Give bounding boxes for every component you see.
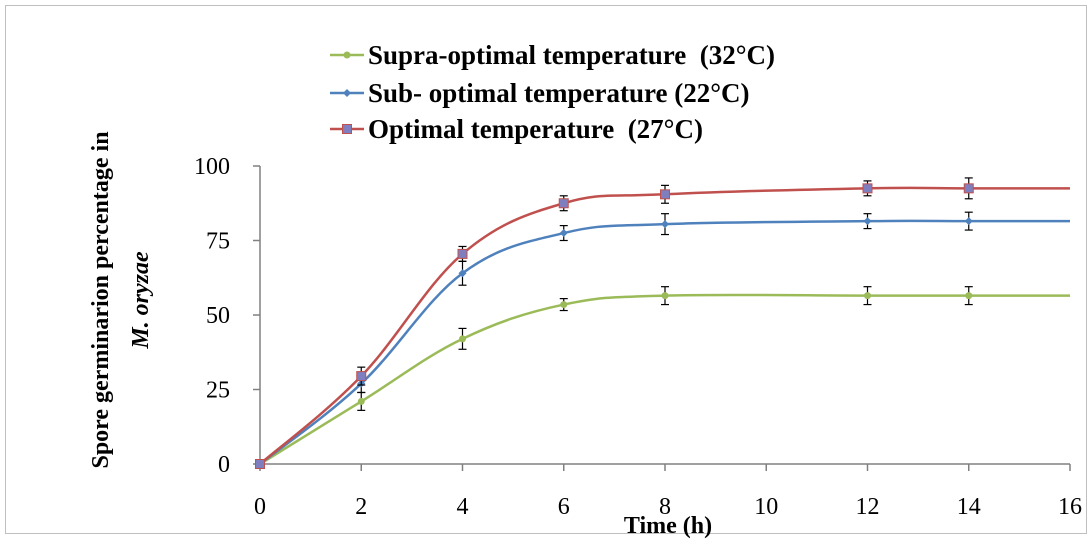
series-3 — [255, 177, 1070, 469]
x-tick-label: 8 — [659, 494, 671, 520]
x-tick-label: 4 — [457, 494, 469, 520]
data-point — [560, 301, 568, 309]
y-tick-label: 75 — [206, 229, 230, 255]
chart-frame — [5, 5, 1087, 534]
data-point — [356, 371, 367, 382]
x-tick-label: 10 — [754, 494, 778, 520]
y-tick-label: 25 — [206, 378, 230, 404]
legend-item-1: Supra-optimal temperature (32°C) — [330, 40, 775, 70]
legend: Supra-optimal temperature (32°C) Sub- opt… — [330, 40, 775, 144]
y-axis-title: Spore germinarion percentage in M. oryza… — [88, 131, 154, 468]
y-axis-title-line1: Spore germinarion percentage in — [88, 131, 114, 468]
y-tick-label: 100 — [194, 154, 230, 180]
axes — [259, 166, 1070, 465]
legend-label: Supra-optimal temperature (32°C) — [368, 40, 775, 70]
legend-label: Sub- optimal temperature (22°C) — [368, 78, 750, 108]
data-point — [965, 292, 973, 300]
x-tick-label: 2 — [355, 494, 367, 520]
legend-item-3: Optimal temperature (27°C) — [330, 114, 703, 144]
x-tick-label: 12 — [856, 494, 880, 520]
series-layer — [255, 177, 1070, 469]
series-1 — [256, 286, 1070, 468]
y-tick-label: 0 — [218, 452, 230, 478]
data-point — [558, 198, 569, 209]
data-point — [864, 292, 871, 300]
y-tick-label: 50 — [206, 303, 230, 329]
data-point — [457, 248, 468, 259]
data-point — [458, 269, 467, 278]
data-point — [559, 229, 568, 238]
legend-swatch-marker — [343, 89, 351, 97]
ticks: 0 2 4 6 8 10 12 14 16 0 25 50 75 100 — [194, 154, 1082, 520]
data-point — [255, 459, 265, 469]
x-axis-title: Time (h) — [624, 513, 712, 539]
data-point — [964, 217, 973, 226]
series-2 — [256, 211, 1070, 468]
x-tick-label: 6 — [558, 494, 570, 520]
y-axis-title-line2: M. oryzae — [128, 251, 154, 350]
data-point — [661, 220, 669, 229]
data-point — [862, 183, 873, 194]
legend-swatch-marker — [342, 124, 352, 134]
series-line — [259, 293, 1070, 466]
data-point — [459, 335, 466, 343]
legend-label: Optimal temperature (27°C) — [368, 114, 703, 144]
legend-swatch-marker — [343, 51, 351, 59]
x-tick-label: 16 — [1058, 494, 1082, 520]
data-point — [357, 397, 365, 405]
series-line — [259, 219, 1070, 465]
x-tick-label: 0 — [254, 494, 266, 520]
data-point — [863, 217, 872, 226]
data-point — [963, 183, 974, 194]
data-point — [661, 292, 669, 300]
legend-item-2: Sub- optimal temperature (22°C) — [330, 78, 750, 108]
x-tick-label: 14 — [957, 494, 981, 520]
series-line — [259, 186, 1070, 465]
data-point — [660, 189, 670, 200]
